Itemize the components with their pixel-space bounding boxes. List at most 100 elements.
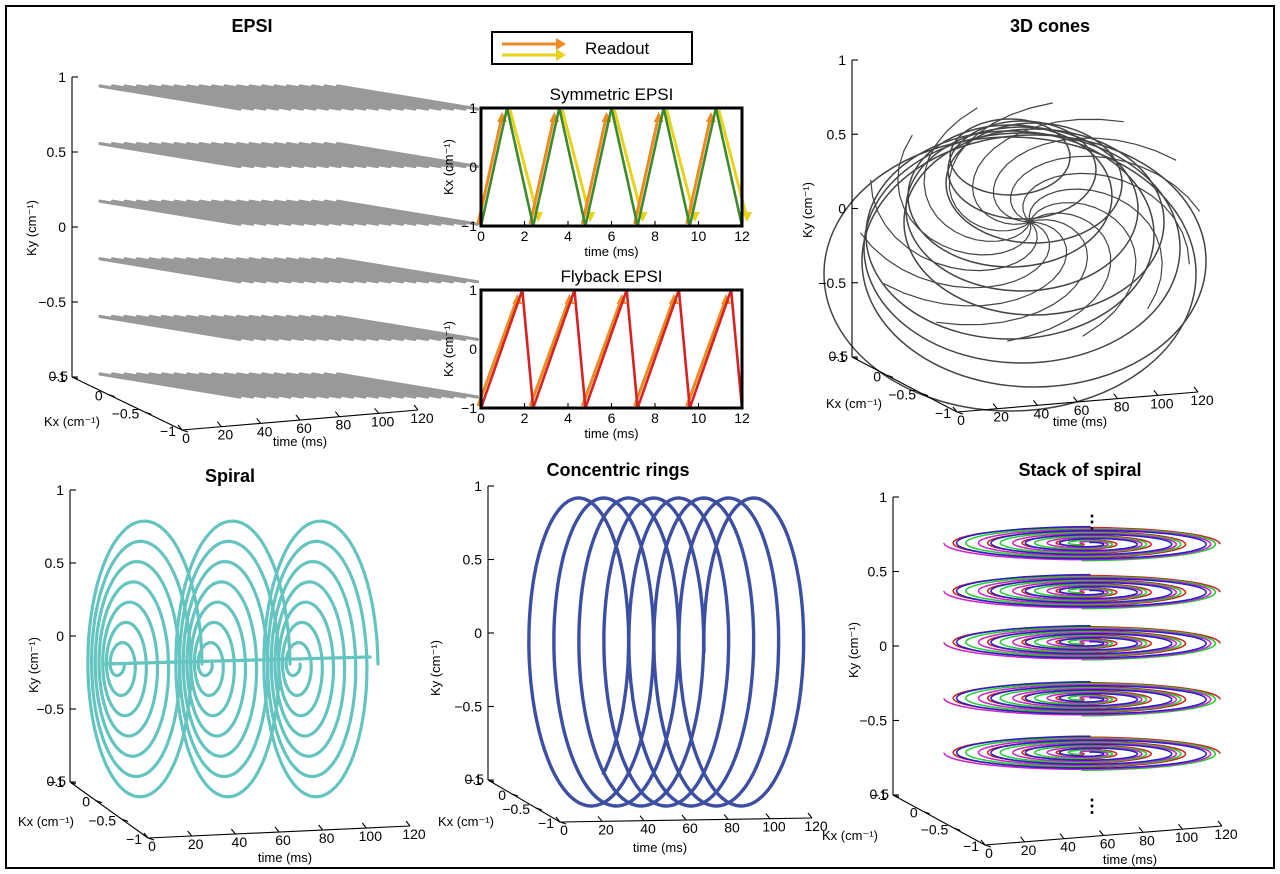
epsi-readout: [160, 199, 305, 226]
epsi-readout: [98, 142, 242, 169]
time-tick-label: 120: [402, 826, 426, 842]
time-tick-mark: [1193, 386, 1199, 393]
epsi-readout: [210, 84, 355, 111]
epsi-readout: [160, 372, 305, 399]
x-tick-label: 6: [608, 228, 616, 244]
time-tick-mark: [992, 403, 998, 410]
kx-tick-label: −1: [538, 815, 554, 831]
epsi-readout: [323, 84, 467, 111]
epsi-level: [98, 142, 480, 169]
ky-axis-label: Ky (cm⁻¹): [846, 622, 861, 678]
readout-arrow: [580, 297, 624, 407]
kx-tick-label: −1: [126, 831, 142, 847]
trajectory-line: [479, 288, 744, 410]
kx-tick-label: 0.5: [49, 368, 69, 384]
epsi-readout: [335, 257, 480, 284]
spiral-interleave: [262, 519, 380, 799]
spiral-interleave: [86, 519, 204, 799]
cone-trajectory: [923, 107, 1031, 242]
stack-spiral: [943, 528, 1212, 561]
epsi-readout: [173, 314, 317, 341]
x-tick-label: 10: [691, 410, 707, 426]
stack-spiral: [955, 525, 1207, 560]
time-tick-label: 40: [1034, 405, 1050, 421]
readout-arrow: [508, 109, 540, 219]
epsi-readout: [185, 199, 330, 226]
time-tick-mark: [1217, 820, 1223, 827]
epsi-readout: [173, 199, 317, 226]
epsi-readout: [310, 372, 455, 399]
kx-tick-mark: [147, 837, 155, 841]
time-tick-mark: [1099, 830, 1104, 836]
time-tick-mark: [555, 816, 561, 823]
cone-ring: [863, 132, 1181, 364]
epsi-readout: [198, 142, 342, 169]
epsi-readout: [273, 84, 417, 111]
kx-tick-label: −1: [963, 838, 979, 854]
figure-frame: [5, 5, 1275, 869]
epsi-readout: [235, 142, 380, 169]
time-tick-label: 100: [1175, 829, 1199, 845]
x-tick-label: 10: [691, 228, 707, 244]
epsi-readout: [160, 314, 305, 341]
epsi-readout: [223, 199, 367, 226]
readout-arrowhead: [721, 294, 732, 304]
x-tick-label: 0: [477, 410, 485, 426]
time-tick-mark: [1138, 826, 1144, 833]
time-tick-label: 20: [598, 821, 614, 837]
ky-tick-label: −0.5: [454, 699, 482, 715]
epsi-readout: [148, 257, 292, 284]
time-tick-mark: [177, 424, 183, 431]
readout-arrow: [580, 115, 608, 225]
epsi-readout: [323, 257, 467, 284]
chart-title: Flyback EPSI: [560, 267, 662, 286]
ky-tick-label: 1: [838, 52, 846, 68]
kx-axis: [71, 376, 183, 431]
stack-spiral: [943, 628, 1212, 660]
epsi-readout: [298, 142, 442, 169]
cone-trajectory: [971, 118, 1124, 225]
epsi-level: [98, 84, 480, 111]
kx-tick-label: 0: [498, 787, 506, 803]
cone-ring: [945, 122, 1123, 244]
legend-box: [491, 31, 693, 65]
kx-tick-label: 0.5: [829, 348, 849, 364]
x-axis-label: time (ms): [584, 426, 638, 441]
epsi-readout: [135, 142, 280, 169]
stack-spiral: [965, 575, 1217, 610]
epsi-readout: [160, 257, 305, 284]
epsi-readout: [148, 142, 292, 169]
time-tick-mark: [318, 824, 324, 831]
time-tick-label: 40: [1060, 839, 1076, 855]
x-tick-label: 8: [651, 410, 659, 426]
panel-spiral: Spiral −1 −0.5 0 0.5 1 Ky (cm⁻¹) 0 20 40 60 80 100 12…: [18, 466, 426, 865]
rings-trajectory: [527, 496, 806, 808]
epsi-readout: [285, 372, 430, 399]
epsi-readout: [273, 142, 417, 169]
kx-tick-mark: [923, 811, 930, 815]
readout-arrow: [613, 109, 645, 219]
time-tick-mark: [274, 826, 280, 833]
cone-trajectory: [897, 134, 1032, 256]
kx-tick-label: −1: [935, 405, 951, 421]
time-tick-mark: [216, 421, 222, 428]
kx-tick-mark: [954, 827, 961, 831]
epsi-readout: [198, 314, 342, 341]
time-tick-label: 0: [148, 838, 156, 854]
spiral-interleave: [174, 519, 292, 799]
epsi-readout: [185, 257, 330, 284]
epsi-readout: [248, 257, 392, 284]
time-tick-mark: [361, 822, 367, 829]
time-tick-mark: [1032, 399, 1038, 406]
epsi-readout: [335, 314, 480, 341]
panel-cones: 3D cones −1 −0.5 0 0.5 1 Ky (cm⁻¹) 0 20 40 60 80 100…: [800, 16, 1214, 429]
cone-trajectory: [1029, 202, 1137, 337]
epsi-readout: [285, 142, 430, 169]
kx-tick-mark: [69, 781, 77, 785]
kx-tick-label: −1: [160, 423, 176, 439]
x-tick-label: 12: [734, 410, 750, 426]
ky-tick-label: 0: [58, 219, 66, 235]
time-tick-mark: [1059, 833, 1065, 840]
